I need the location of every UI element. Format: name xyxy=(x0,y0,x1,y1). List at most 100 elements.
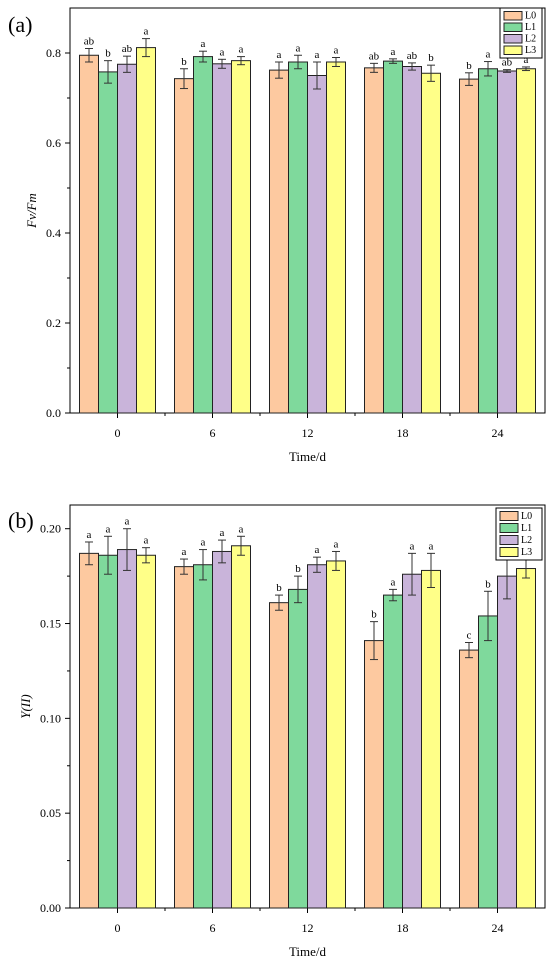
significance-letter: b xyxy=(466,60,472,72)
bar-L2-0 xyxy=(117,63,137,414)
y-axis-title: Fv/Fm xyxy=(24,193,39,229)
legend-swatch xyxy=(503,34,523,44)
significance-letter: b xyxy=(295,563,301,575)
bar-L1-12 xyxy=(288,61,308,414)
significance-letter: c xyxy=(467,629,472,641)
bar-L3-6 xyxy=(231,60,251,414)
significance-letter: a xyxy=(144,535,149,547)
significance-letter: a xyxy=(220,527,225,539)
bar-L0-12 xyxy=(269,69,289,414)
bar-L1-24 xyxy=(478,68,498,414)
significance-letter: a xyxy=(334,538,339,550)
legend-label: L1 xyxy=(525,22,536,33)
bar-L3-0 xyxy=(136,554,156,909)
x-tick-label: 6 xyxy=(210,921,216,935)
legend-label: L2 xyxy=(521,535,532,546)
chart-panel-1: (b) 0.00 0.05 0.10 0.15 0.20 Y(II) 0 a a a a 6 a a a a 12… xyxy=(8,504,546,959)
significance-letter: a xyxy=(201,38,206,50)
x-tick-label: 18 xyxy=(397,426,409,440)
significance-letter: a xyxy=(315,49,320,61)
x-tick-label: 6 xyxy=(210,426,216,440)
bar-L1-6 xyxy=(193,564,213,909)
bar-L2-6 xyxy=(212,63,232,414)
significance-letter: a xyxy=(144,26,149,38)
bar-L0-12 xyxy=(269,602,289,909)
significance-letter: ab xyxy=(502,57,513,69)
bar-L0-6 xyxy=(174,566,194,909)
significance-letter: a xyxy=(239,523,244,535)
bar-L2-18 xyxy=(402,573,422,909)
x-tick-label: 24 xyxy=(492,921,504,935)
significance-letter: a xyxy=(277,49,282,61)
x-tick-label: 0 xyxy=(115,426,121,440)
legend-swatch xyxy=(499,535,519,545)
bar-L1-18 xyxy=(383,594,403,909)
bar-L0-24 xyxy=(459,78,479,414)
bar-L2-12 xyxy=(307,75,327,414)
significance-letter: b xyxy=(428,52,434,64)
significance-letter: a xyxy=(201,537,206,549)
panel-label: (b) xyxy=(8,508,34,533)
bar-L0-0 xyxy=(79,54,99,414)
significance-letter: ab xyxy=(369,50,380,62)
bar-L3-12 xyxy=(326,560,346,909)
x-tick-label: 18 xyxy=(397,921,409,935)
significance-letter: a xyxy=(429,540,434,552)
legend-label: L0 xyxy=(525,11,536,22)
bar-L2-0 xyxy=(117,549,137,909)
significance-letter: a xyxy=(106,523,111,535)
significance-letter: b xyxy=(276,582,282,594)
y-tick-label: 0.15 xyxy=(40,617,61,631)
bar-L0-18 xyxy=(364,67,384,414)
significance-letter: a xyxy=(334,45,339,57)
bar-L3-18 xyxy=(421,569,441,909)
bar-L3-24 xyxy=(516,68,536,414)
y-tick-label: 0.20 xyxy=(40,522,61,536)
y-tick-label: 0.00 xyxy=(40,901,61,915)
significance-letter: a xyxy=(391,576,396,588)
x-axis-title: Time/d xyxy=(289,944,327,959)
x-tick-label: 0 xyxy=(115,921,121,935)
x-tick-label: 12 xyxy=(302,426,314,440)
bar-L0-18 xyxy=(364,640,384,909)
significance-letter: a xyxy=(486,49,491,61)
panel-label: (a) xyxy=(8,12,32,37)
bar-L2-6 xyxy=(212,550,232,909)
significance-letter: a xyxy=(182,546,187,558)
significance-letter: b xyxy=(371,609,377,621)
bar-L1-6 xyxy=(193,56,213,414)
y-tick-label: 0.8 xyxy=(46,46,61,60)
significance-letter: a xyxy=(220,46,225,58)
legend-swatch xyxy=(499,523,519,533)
significance-letter: a xyxy=(524,54,529,66)
legend-label: L1 xyxy=(521,523,532,534)
bar-L2-18 xyxy=(402,66,422,414)
y-tick-label: 0.10 xyxy=(40,711,61,725)
bar-L2-12 xyxy=(307,564,327,909)
bar-L2-24 xyxy=(497,575,517,909)
legend-swatch xyxy=(499,547,519,557)
bar-L0-24 xyxy=(459,649,479,909)
legend-swatch xyxy=(503,22,523,32)
bar-L3-18 xyxy=(421,72,441,414)
bar-L3-24 xyxy=(516,568,536,909)
legend-swatch xyxy=(503,11,523,21)
legend-label: L0 xyxy=(521,511,532,522)
significance-letter: a xyxy=(296,42,301,54)
y-tick-label: 0.0 xyxy=(46,406,61,420)
legend-swatch xyxy=(503,45,523,55)
significance-letter: b xyxy=(105,48,111,60)
significance-letter: b xyxy=(485,578,491,590)
bar-L3-12 xyxy=(326,61,346,414)
significance-letter: a xyxy=(410,540,415,552)
y-axis-title: Y(II) xyxy=(18,694,33,719)
legend-label: L3 xyxy=(525,45,536,56)
bar-L3-6 xyxy=(231,545,251,909)
significance-letter: ab xyxy=(122,43,133,55)
y-tick-label: 0.2 xyxy=(46,316,61,330)
bar-L3-0 xyxy=(136,47,156,414)
bar-L1-0 xyxy=(98,554,118,909)
